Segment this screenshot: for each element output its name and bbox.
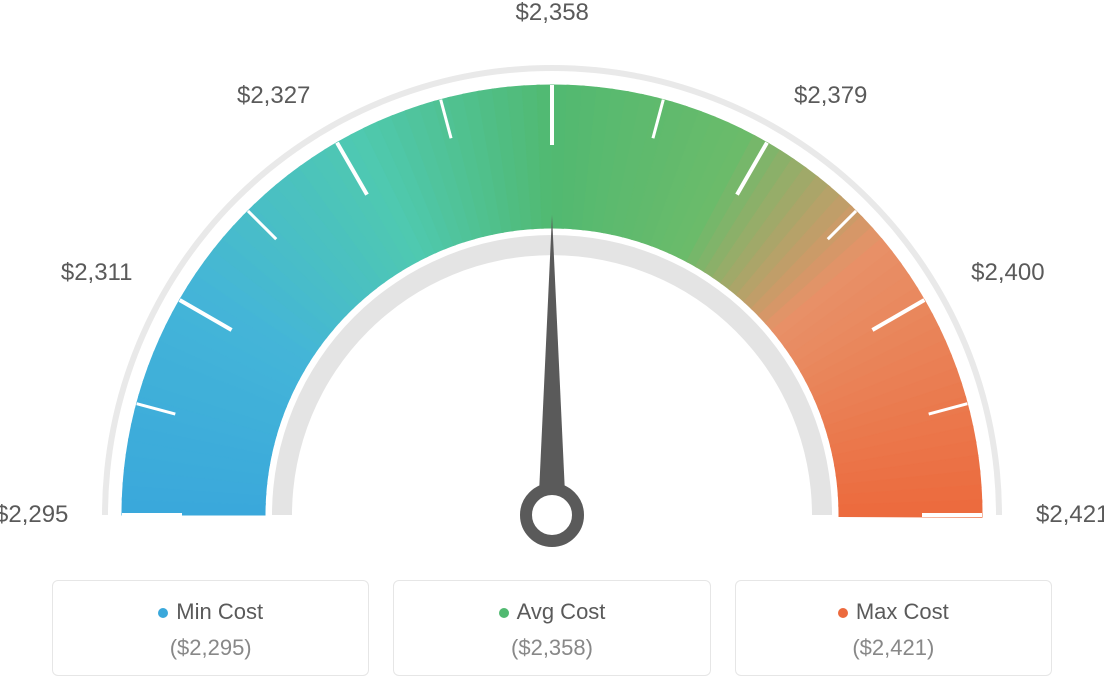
gauge-tick-label: $2,295 [0,501,68,529]
gauge-chart: $2,295$2,311$2,327$2,358$2,379$2,400$2,4… [22,20,1082,560]
legend-card-avg: Avg Cost ($2,358) [393,580,710,676]
legend-card-max: Max Cost ($2,421) [735,580,1052,676]
legend-dot-min [158,608,168,618]
legend-title-avg: Avg Cost [406,599,697,625]
legend-title-max: Max Cost [748,599,1039,625]
legend-title-min: Min Cost [65,599,356,625]
gauge-tick-label: $2,327 [237,82,310,110]
legend-value-avg: ($2,358) [406,635,697,661]
legend-title-min-text: Min Cost [176,599,263,624]
legend-value-min: ($2,295) [65,635,356,661]
legend-row: Min Cost ($2,295) Avg Cost ($2,358) Max … [52,580,1052,676]
legend-dot-avg [499,608,509,618]
gauge-tick-label: $2,311 [61,259,133,287]
gauge-tick-label: $2,400 [971,259,1044,287]
gauge-svg [22,20,1082,560]
gauge-tick-label: $2,358 [516,0,589,27]
gauge-tick-label: $2,421 [1036,501,1104,529]
gauge-tick-label: $2,379 [794,82,867,110]
legend-title-avg-text: Avg Cost [517,599,606,624]
legend-value-max: ($2,421) [748,635,1039,661]
legend-dot-max [838,608,848,618]
legend-title-max-text: Max Cost [856,599,949,624]
legend-card-min: Min Cost ($2,295) [52,580,369,676]
